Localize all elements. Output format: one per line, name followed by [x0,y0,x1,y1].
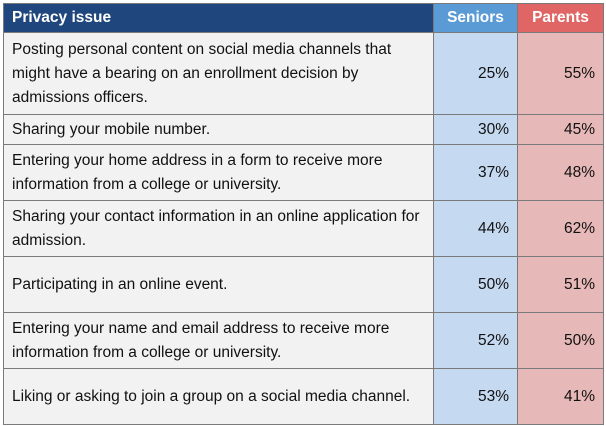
parents-value: 48% [517,144,604,201]
parents-value: 51% [517,256,604,313]
table-row: Entering your name and email address to … [3,312,604,369]
table-row: Liking or asking to join a group on a so… [3,368,604,425]
table-row: Sharing your contact information in an o… [3,200,604,257]
parents-value: 45% [517,114,604,145]
parents-value: 55% [517,32,604,115]
issue-cell: Participating in an online event. [3,256,434,313]
parents-value: 41% [517,368,604,425]
seniors-value: 50% [433,256,518,313]
seniors-value: 52% [433,312,518,369]
issue-cell: Sharing your mobile number. [3,114,434,145]
issue-cell: Liking or asking to join a group on a so… [3,368,434,425]
header-row: Privacy issue Seniors Parents [3,3,604,33]
issue-cell: Entering your home address in a form to … [3,144,434,201]
privacy-table: Privacy issue Seniors Parents Posting pe… [3,3,604,425]
seniors-value: 44% [433,200,518,257]
header-privacy-issue: Privacy issue [3,3,434,33]
table-row: Participating in an online event. 50% 51… [3,256,604,313]
issue-cell: Sharing your contact information in an o… [3,200,434,257]
parents-value: 62% [517,200,604,257]
table-row: Entering your home address in a form to … [3,144,604,201]
seniors-value: 30% [433,114,518,145]
parents-value: 50% [517,312,604,369]
issue-cell: Entering your name and email address to … [3,312,434,369]
seniors-value: 53% [433,368,518,425]
table-row: Sharing your mobile number. 30% 45% [3,114,604,145]
header-parents: Parents [517,3,604,33]
issue-cell: Posting personal content on social media… [3,32,434,115]
table-row: Posting personal content on social media… [3,32,604,115]
seniors-value: 25% [433,32,518,115]
seniors-value: 37% [433,144,518,201]
header-seniors: Seniors [433,3,518,33]
